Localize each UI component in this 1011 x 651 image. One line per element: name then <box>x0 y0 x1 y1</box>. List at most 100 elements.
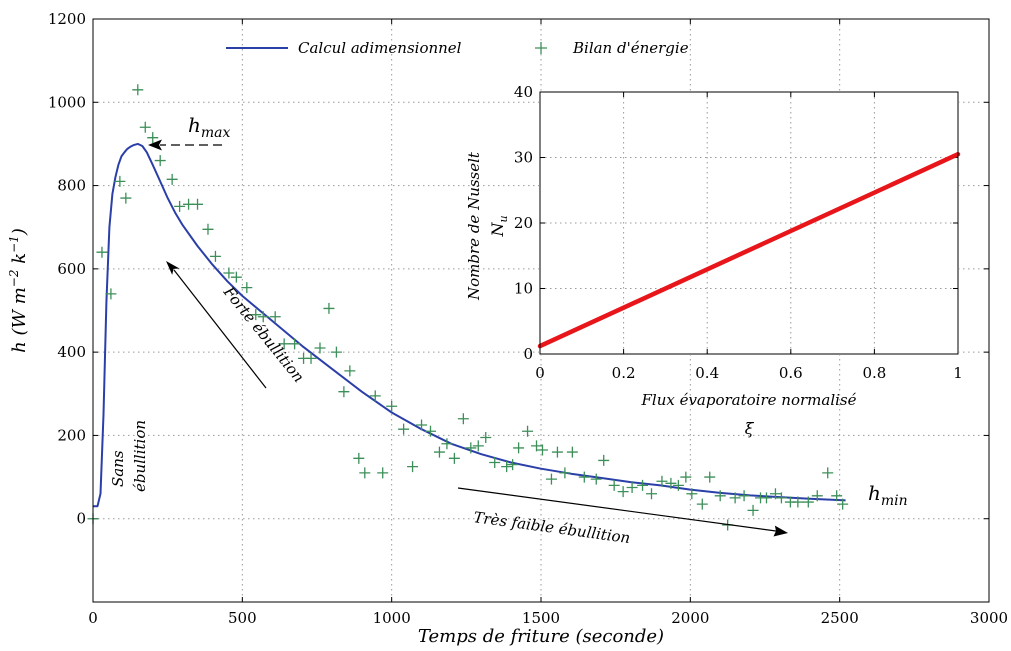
bilan-point <box>105 288 117 300</box>
main-ytick-label: 400 <box>57 343 86 361</box>
bilan-point <box>729 492 741 504</box>
bilan-point <box>637 479 649 491</box>
bilan-point <box>686 488 698 500</box>
inset-series-layer <box>537 151 961 349</box>
bilan-point <box>289 338 301 350</box>
inset-ytick-label: 20 <box>514 214 533 232</box>
bilan-point <box>617 486 629 498</box>
bilan-point <box>250 309 262 321</box>
inset-x-axis-symbol: ξ <box>745 419 755 438</box>
bilan-point <box>192 198 204 210</box>
hmax-arrow-head <box>148 139 162 151</box>
annotation-sans-line2: ébullition <box>131 420 149 492</box>
inset-ytick-label: 30 <box>514 149 533 167</box>
hmax-main: h <box>188 113 201 137</box>
bilan-point <box>775 492 787 504</box>
bilan-point <box>837 498 849 510</box>
bilan-point <box>407 461 419 473</box>
bilan-point <box>338 386 350 398</box>
bilan-point <box>545 473 557 485</box>
ylabel-mid: k <box>9 253 30 270</box>
main-ytick-label: 800 <box>57 177 86 195</box>
inset-xtick-label: 0.6 <box>779 364 803 382</box>
main-plot-frame <box>92 18 990 603</box>
ylabel-end: ) <box>9 228 30 236</box>
main-ytick-label: 600 <box>57 260 86 278</box>
tres-faible-arrow-head <box>773 525 788 537</box>
bilan-point <box>608 479 620 491</box>
bilan-point <box>738 490 750 502</box>
bilan-point <box>578 471 590 483</box>
bilan-point <box>398 423 410 435</box>
annotation-hmax: hmax <box>188 113 231 141</box>
bilan-point <box>822 467 834 479</box>
forte-arrow-line <box>173 269 267 389</box>
annotation-sans-line1: Sans <box>109 450 127 487</box>
bilan-point <box>536 444 548 456</box>
inset-xtick-label: 0.4 <box>695 364 719 382</box>
bilan-point <box>448 452 460 464</box>
bilan-point <box>330 346 342 358</box>
bilan-point <box>323 302 335 314</box>
legend-label-bilan: Bilan d'énergie <box>572 39 689 57</box>
bilan-point <box>166 173 178 185</box>
bilan-point <box>377 467 389 479</box>
hmax-sub: max <box>201 125 231 141</box>
bilan-point <box>507 459 519 471</box>
bilan-point <box>139 121 151 133</box>
annotation-hmin: hmin <box>868 481 908 509</box>
bilan-point <box>802 496 814 508</box>
bilan-point <box>278 338 290 350</box>
bilan-point <box>369 390 381 402</box>
inset-y-axis-label: Nombre de Nusselt <box>465 151 483 301</box>
bilan-point <box>590 473 602 485</box>
bilan-point <box>269 311 281 323</box>
bilan-point <box>314 342 326 354</box>
bilan-point <box>598 454 610 466</box>
series-calcul-adimensionnel-line <box>93 142 846 508</box>
inset-xtick-label: 1 <box>953 364 963 382</box>
main-tick-labels: 0 500 1000 1500 2000 2500 30000200400600800100… <box>48 10 1008 627</box>
bilan-point <box>559 467 571 479</box>
inset-xtick-label: 0.8 <box>862 364 886 382</box>
bilan-point <box>472 440 484 452</box>
bilan-point <box>831 490 843 502</box>
bilan-point <box>174 200 186 212</box>
forte-arrow-head <box>166 261 180 275</box>
main-xtick-label: 1000 <box>373 609 411 627</box>
bilan-point <box>230 271 242 283</box>
bilan-point <box>522 425 534 437</box>
main-y-axis-label: h (W m−2 k−1) <box>7 228 30 353</box>
bilan-point <box>811 490 823 502</box>
ylabel-exp1: −2 <box>7 270 21 288</box>
bilan-point <box>665 477 677 489</box>
tres-faible-arrow-line <box>457 487 777 532</box>
inset-ytick-label: 10 <box>514 280 533 298</box>
bilan-point <box>531 440 543 452</box>
bilan-point <box>704 471 716 483</box>
main-xtick-label: 1500 <box>522 609 560 627</box>
bilan-point <box>120 192 132 204</box>
nu-sub: u <box>497 215 510 222</box>
bilan-point <box>241 282 253 294</box>
main-x-axis-label: Temps de friture (seconde) <box>418 626 664 647</box>
bilan-point <box>513 442 525 454</box>
main-series-layer <box>87 84 849 531</box>
inset-xtick-label: 0 <box>535 364 545 382</box>
inset-xtick-label: 0.2 <box>612 364 636 382</box>
bilan-point <box>96 246 108 258</box>
inset-y-axis-symbol: Nu <box>488 215 510 237</box>
bilan-point <box>424 425 436 437</box>
bilan-point <box>792 496 804 508</box>
bilan-point <box>747 504 759 516</box>
bilan-point <box>257 311 269 323</box>
bilan-point <box>223 267 235 279</box>
inset-nusselt-line <box>537 151 961 349</box>
bilan-point <box>480 432 492 444</box>
bilan-point <box>132 84 144 96</box>
bilan-point <box>386 400 398 412</box>
bilan-point <box>672 479 684 491</box>
main-xtick-label: 3000 <box>970 609 1008 627</box>
